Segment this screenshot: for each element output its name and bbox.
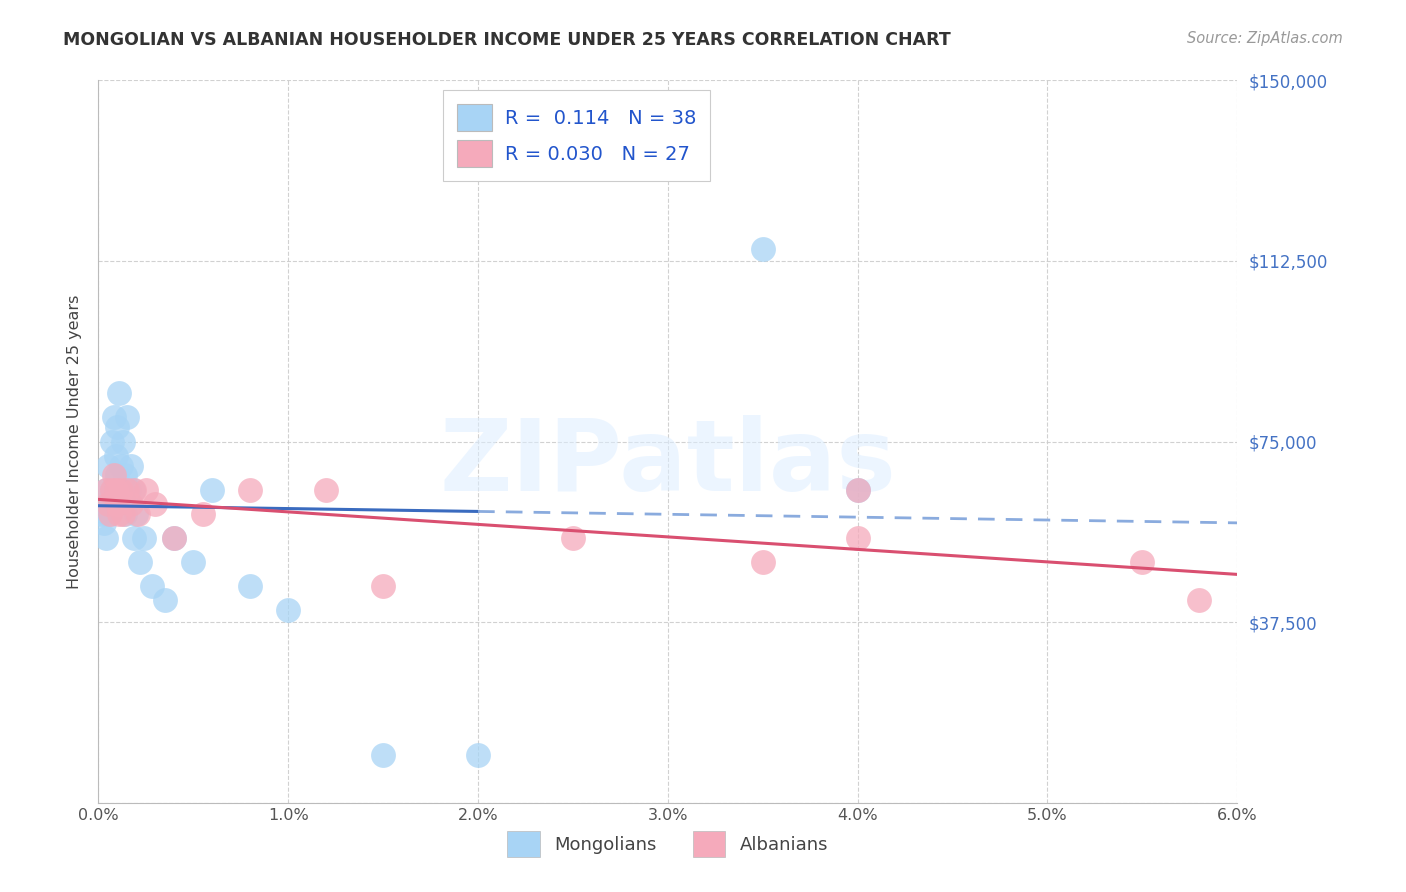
Point	[201, 483, 224, 497]
Point	[104, 449, 127, 463]
Point	[124, 531, 146, 545]
Point	[120, 458, 142, 473]
Point	[103, 468, 125, 483]
Point	[752, 555, 775, 569]
Point	[100, 483, 122, 497]
Point	[98, 497, 121, 511]
Point	[107, 468, 129, 483]
Point	[846, 483, 869, 497]
Point	[110, 483, 132, 497]
Point	[104, 483, 127, 497]
Point	[103, 410, 125, 425]
Point	[183, 555, 205, 569]
Point	[112, 434, 135, 449]
Point	[315, 483, 337, 497]
Point	[467, 747, 489, 762]
Point	[135, 483, 157, 497]
Point	[94, 483, 117, 497]
Point	[371, 747, 394, 762]
Point	[191, 507, 214, 521]
Text: ZIPatlas: ZIPatlas	[440, 415, 896, 512]
Point	[94, 483, 117, 497]
Point	[97, 507, 120, 521]
Text: Source: ZipAtlas.com: Source: ZipAtlas.com	[1187, 31, 1343, 46]
Point	[114, 507, 136, 521]
Point	[125, 507, 148, 521]
Point	[239, 483, 262, 497]
Point	[1188, 593, 1211, 607]
Point	[112, 507, 135, 521]
Point	[132, 531, 155, 545]
Point	[124, 483, 146, 497]
Point	[277, 603, 299, 617]
Point	[97, 458, 120, 473]
Point	[163, 531, 186, 545]
Point	[107, 497, 129, 511]
Point	[752, 242, 775, 256]
Y-axis label: Householder Income Under 25 years: Householder Income Under 25 years	[66, 294, 82, 589]
Point	[91, 507, 114, 521]
Point	[1130, 555, 1153, 569]
Point	[110, 458, 132, 473]
Point	[129, 555, 152, 569]
Point	[141, 579, 163, 593]
Point	[846, 531, 869, 545]
Point	[107, 420, 129, 434]
Point	[108, 507, 131, 521]
Point	[97, 497, 120, 511]
Point	[163, 531, 186, 545]
Point	[118, 483, 141, 497]
Point	[114, 468, 136, 483]
Point	[100, 434, 122, 449]
Point	[93, 516, 115, 531]
Point	[94, 531, 117, 545]
Legend: Mongolians, Albanians: Mongolians, Albanians	[498, 822, 838, 866]
Point	[108, 483, 131, 497]
Point	[115, 410, 138, 425]
Point	[561, 531, 585, 545]
Point	[100, 483, 122, 497]
Point	[98, 507, 121, 521]
Point	[108, 386, 131, 401]
Point	[115, 483, 138, 497]
Point	[239, 579, 262, 593]
Point	[153, 593, 176, 607]
Point	[371, 579, 394, 593]
Point	[120, 497, 142, 511]
Text: MONGOLIAN VS ALBANIAN HOUSEHOLDER INCOME UNDER 25 YEARS CORRELATION CHART: MONGOLIAN VS ALBANIAN HOUSEHOLDER INCOME…	[63, 31, 950, 49]
Point	[846, 483, 869, 497]
Point	[121, 483, 143, 497]
Point	[145, 497, 166, 511]
Point	[127, 507, 149, 521]
